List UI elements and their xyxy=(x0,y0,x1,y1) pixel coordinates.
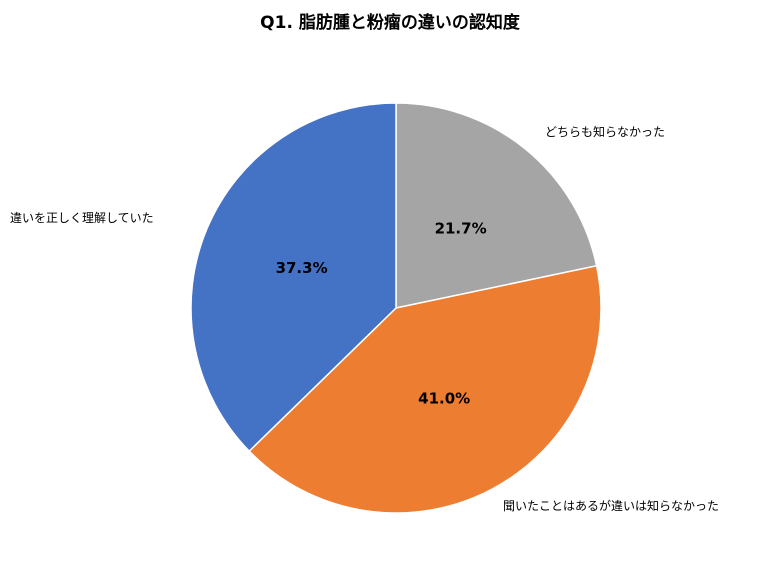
pie-slice-correctly-understood xyxy=(190,102,397,453)
pie-slice-heard-not-known xyxy=(248,264,602,514)
data-label-heard-not-known: 41.0% xyxy=(418,389,470,407)
category-label-correctly-understood: 違いを正しく理解していた xyxy=(10,211,154,225)
chart-title: Q1. 脂肪腫と粉瘤の違いの認知度 xyxy=(260,13,520,33)
category-label-heard-not-known: 聞いたことはあるが違いは知らなかった xyxy=(503,498,719,513)
pie-labels: 21.7% どちらも知らなかった 41.0% 聞いたことはあるが違いは知らなかった 37… xyxy=(10,125,719,513)
data-label-correctly-understood: 37.3% xyxy=(276,259,328,277)
data-label-neither-known: 21.7% xyxy=(435,219,487,237)
pie-slices xyxy=(190,102,602,514)
category-label-neither-known: どちらも知らなかった xyxy=(545,125,665,139)
pie-slice-neither-known xyxy=(395,102,598,309)
